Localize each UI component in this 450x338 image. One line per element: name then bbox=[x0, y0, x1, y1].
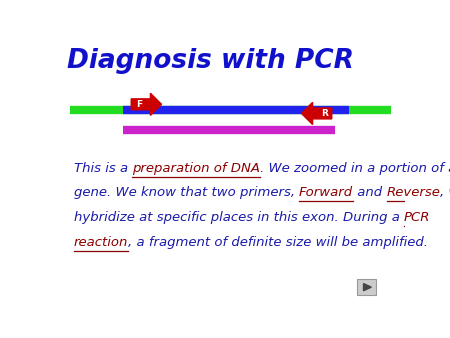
Text: . We zoomed in a portion of a: . We zoomed in a portion of a bbox=[260, 162, 450, 175]
Text: This is a: This is a bbox=[74, 162, 132, 175]
Text: Reverse: Reverse bbox=[387, 186, 441, 199]
Text: reaction: reaction bbox=[74, 236, 128, 249]
Text: hybridize at specific places in this exon. During a: hybridize at specific places in this exo… bbox=[74, 211, 404, 224]
Text: , will: , will bbox=[441, 186, 450, 199]
Text: preparation of DNA: preparation of DNA bbox=[132, 162, 260, 175]
Text: and: and bbox=[353, 186, 387, 199]
FancyArrow shape bbox=[131, 93, 162, 115]
FancyArrow shape bbox=[302, 102, 332, 124]
Text: gene. We know that two primers,: gene. We know that two primers, bbox=[74, 186, 299, 199]
Text: R: R bbox=[321, 109, 328, 118]
Text: , a fragment of definite size will be amplified.: , a fragment of definite size will be am… bbox=[128, 236, 428, 249]
Text: Diagnosis with PCR: Diagnosis with PCR bbox=[67, 48, 354, 74]
Polygon shape bbox=[364, 284, 371, 291]
Text: F: F bbox=[136, 100, 142, 109]
Text: Forward: Forward bbox=[299, 186, 353, 199]
Text: PCR: PCR bbox=[404, 211, 430, 224]
FancyBboxPatch shape bbox=[357, 280, 376, 295]
